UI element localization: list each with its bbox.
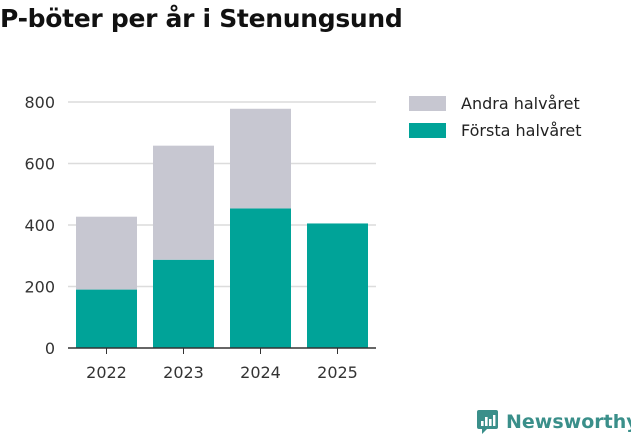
x-tick-label-2023: 2023 <box>163 363 204 382</box>
legend-swatch-andra-halvaret <box>409 96 446 111</box>
y-tick-label-0: 0 <box>45 339 55 358</box>
chart-title: P-böter per år i Stenungsund <box>0 4 403 33</box>
legend-swatch-forsta-halvaret <box>409 123 446 138</box>
y-tick-label-400: 400 <box>24 216 55 235</box>
newsworthy-logo-icon <box>477 410 498 434</box>
legend: Andra halvåret Första halvåret <box>409 90 582 144</box>
y-tick-label-800: 800 <box>24 93 55 112</box>
legend-label-forsta-halvaret: Första halvåret <box>461 121 582 140</box>
brand-name: Newsworthy <box>506 411 631 433</box>
bar-2022-forsta-halvaret <box>76 289 137 348</box>
y-tick-label-600: 600 <box>24 155 55 174</box>
legend-item-andra-halvaret: Andra halvåret <box>409 90 582 117</box>
legend-item-forsta-halvaret: Första halvåret <box>409 117 582 144</box>
bar-2023-forsta-halvaret <box>153 259 214 348</box>
bar-2023-andra-halvaret <box>153 145 214 260</box>
bar-2024-andra-halvaret <box>230 108 291 209</box>
brand: Newsworthy <box>476 409 631 435</box>
bar-2022-andra-halvaret <box>76 216 137 290</box>
x-tick-label-2022: 2022 <box>86 363 127 382</box>
bar-2024-forsta-halvaret <box>230 208 291 348</box>
legend-label-andra-halvaret: Andra halvåret <box>461 94 580 113</box>
y-tick-label-200: 200 <box>24 278 55 297</box>
x-tick-label-2024: 2024 <box>240 363 281 382</box>
x-tick-label-2025: 2025 <box>317 363 358 382</box>
bar-2025-forsta-halvaret <box>307 223 368 348</box>
